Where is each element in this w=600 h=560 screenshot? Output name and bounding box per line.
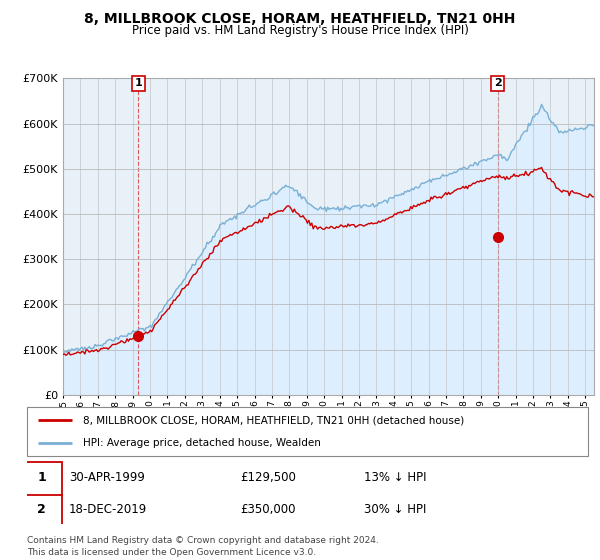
FancyBboxPatch shape bbox=[22, 494, 62, 528]
Text: 8, MILLBROOK CLOSE, HORAM, HEATHFIELD, TN21 0HH (detached house): 8, MILLBROOK CLOSE, HORAM, HEATHFIELD, T… bbox=[83, 416, 464, 426]
Text: 1: 1 bbox=[134, 78, 142, 88]
Text: 8, MILLBROOK CLOSE, HORAM, HEATHFIELD, TN21 0HH: 8, MILLBROOK CLOSE, HORAM, HEATHFIELD, T… bbox=[85, 12, 515, 26]
Text: Contains HM Land Registry data © Crown copyright and database right 2024.: Contains HM Land Registry data © Crown c… bbox=[27, 536, 379, 545]
Text: £350,000: £350,000 bbox=[240, 503, 296, 516]
Text: Price paid vs. HM Land Registry's House Price Index (HPI): Price paid vs. HM Land Registry's House … bbox=[131, 24, 469, 36]
Text: 2: 2 bbox=[494, 78, 502, 88]
Text: 2: 2 bbox=[37, 503, 46, 516]
Text: £129,500: £129,500 bbox=[240, 471, 296, 484]
Text: 30-APR-1999: 30-APR-1999 bbox=[69, 471, 145, 484]
Text: 18-DEC-2019: 18-DEC-2019 bbox=[69, 503, 148, 516]
Text: 30% ↓ HPI: 30% ↓ HPI bbox=[364, 503, 426, 516]
Text: 1: 1 bbox=[37, 471, 46, 484]
Text: 13% ↓ HPI: 13% ↓ HPI bbox=[364, 471, 426, 484]
Text: This data is licensed under the Open Government Licence v3.0.: This data is licensed under the Open Gov… bbox=[27, 548, 316, 557]
FancyBboxPatch shape bbox=[27, 407, 588, 456]
Text: HPI: Average price, detached house, Wealden: HPI: Average price, detached house, Weal… bbox=[83, 438, 321, 448]
FancyBboxPatch shape bbox=[22, 463, 62, 496]
